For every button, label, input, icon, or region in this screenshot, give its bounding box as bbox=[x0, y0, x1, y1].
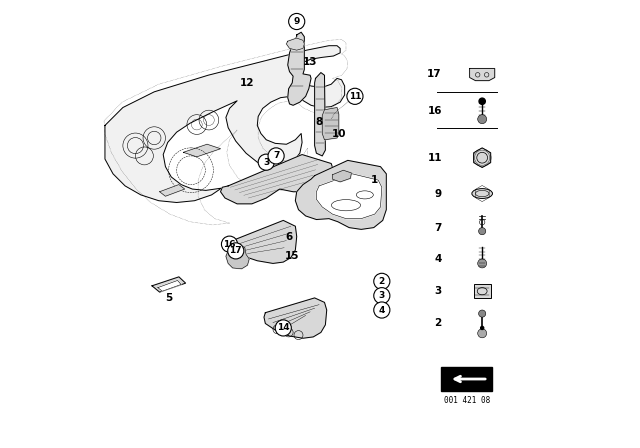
Text: 5: 5 bbox=[165, 293, 172, 303]
Text: 11: 11 bbox=[349, 92, 361, 101]
Text: 1: 1 bbox=[371, 175, 378, 185]
Text: 001 421 08: 001 421 08 bbox=[444, 396, 490, 405]
Text: 4: 4 bbox=[379, 306, 385, 314]
Circle shape bbox=[477, 115, 486, 124]
Circle shape bbox=[221, 236, 237, 252]
Ellipse shape bbox=[472, 189, 493, 198]
Circle shape bbox=[289, 13, 305, 30]
Polygon shape bbox=[221, 155, 333, 204]
Circle shape bbox=[479, 228, 486, 235]
Circle shape bbox=[479, 98, 485, 104]
Polygon shape bbox=[315, 73, 325, 156]
Text: 16: 16 bbox=[428, 106, 442, 116]
Text: 3: 3 bbox=[435, 286, 442, 296]
Text: 15: 15 bbox=[285, 251, 300, 261]
Text: 3: 3 bbox=[379, 291, 385, 300]
Polygon shape bbox=[159, 185, 185, 196]
Text: 8: 8 bbox=[316, 117, 323, 127]
Bar bbox=[441, 367, 493, 391]
Text: 4: 4 bbox=[435, 254, 442, 264]
Polygon shape bbox=[470, 69, 495, 81]
Circle shape bbox=[477, 259, 486, 268]
Text: 10: 10 bbox=[332, 129, 346, 138]
Circle shape bbox=[479, 310, 486, 317]
Circle shape bbox=[268, 148, 284, 164]
Polygon shape bbox=[288, 32, 311, 105]
Text: 2: 2 bbox=[379, 277, 385, 286]
Polygon shape bbox=[228, 220, 297, 263]
Text: 16: 16 bbox=[223, 240, 236, 249]
Polygon shape bbox=[152, 277, 186, 292]
Text: 14: 14 bbox=[277, 323, 289, 332]
Polygon shape bbox=[287, 38, 305, 50]
Polygon shape bbox=[316, 174, 382, 219]
Circle shape bbox=[258, 154, 275, 170]
Polygon shape bbox=[296, 160, 387, 229]
Text: 9: 9 bbox=[294, 17, 300, 26]
Polygon shape bbox=[105, 46, 345, 202]
Text: 2: 2 bbox=[435, 319, 442, 328]
Polygon shape bbox=[333, 170, 351, 182]
Circle shape bbox=[480, 326, 484, 330]
Text: 17: 17 bbox=[230, 246, 242, 255]
Text: 7: 7 bbox=[273, 151, 279, 160]
Polygon shape bbox=[158, 280, 181, 291]
Polygon shape bbox=[264, 298, 327, 338]
Polygon shape bbox=[323, 108, 339, 140]
Circle shape bbox=[477, 329, 486, 338]
Polygon shape bbox=[226, 246, 249, 269]
Circle shape bbox=[228, 243, 244, 259]
Circle shape bbox=[374, 288, 390, 304]
Circle shape bbox=[374, 302, 390, 318]
Text: 7: 7 bbox=[435, 223, 442, 233]
Text: 12: 12 bbox=[240, 78, 255, 88]
Bar bbox=[474, 284, 491, 298]
Circle shape bbox=[374, 273, 390, 289]
Text: 17: 17 bbox=[428, 69, 442, 79]
Text: 9: 9 bbox=[435, 189, 442, 198]
Polygon shape bbox=[184, 144, 221, 157]
Circle shape bbox=[347, 88, 363, 104]
Text: 11: 11 bbox=[428, 153, 442, 163]
Text: 3: 3 bbox=[263, 158, 269, 167]
Circle shape bbox=[275, 320, 291, 336]
Text: 6: 6 bbox=[285, 233, 292, 242]
Text: 13: 13 bbox=[303, 57, 317, 67]
